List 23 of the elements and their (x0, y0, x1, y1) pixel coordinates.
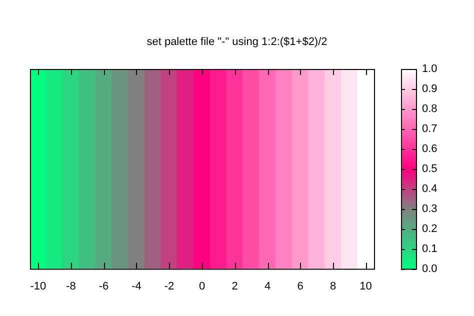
x-tick-label: 4 (264, 280, 271, 292)
color-bar-label: 0.7 (422, 122, 438, 135)
color-bar-label: 1.0 (422, 63, 438, 76)
color-bar-label: 0.2 (422, 222, 438, 235)
x-tick-label: 8 (330, 280, 336, 292)
x-tick-label: -4 (132, 280, 142, 292)
x-tick-label: -10 (30, 280, 46, 292)
color-bar-label: 0.4 (422, 182, 438, 195)
color-bar-label: 0.9 (422, 83, 438, 96)
x-tick-label: 10 (360, 280, 372, 292)
color-bar-label: 0.5 (422, 162, 438, 175)
x-tick-label: 6 (297, 280, 304, 292)
x-tick-label: 2 (232, 280, 238, 292)
x-tick-label: 0 (198, 280, 206, 292)
color-bar-label: 0.1 (422, 242, 438, 255)
color-bar-label: 0.0 (422, 262, 438, 275)
color-bar-label: 0.8 (422, 102, 438, 115)
x-tick-label: -2 (164, 280, 174, 292)
chart-title: set palette file "-" using 1:2:($1+$2)/2 (146, 36, 328, 48)
color-bar-label: 0.3 (422, 202, 438, 215)
x-tick-label: -8 (66, 280, 76, 292)
x-tick-label: -6 (98, 280, 109, 292)
color-bar-label: 0.6 (422, 142, 438, 155)
